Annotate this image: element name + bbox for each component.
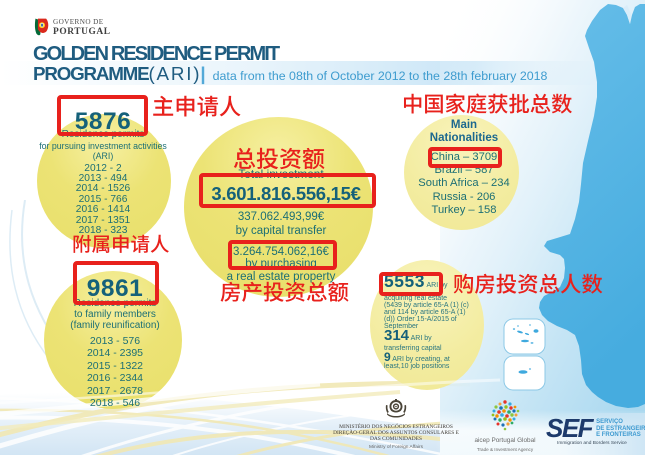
svg-text:GOVERNO DE: GOVERNO DE bbox=[53, 18, 104, 26]
svg-text:PORTUGAL: PORTUGAL bbox=[53, 27, 111, 37]
